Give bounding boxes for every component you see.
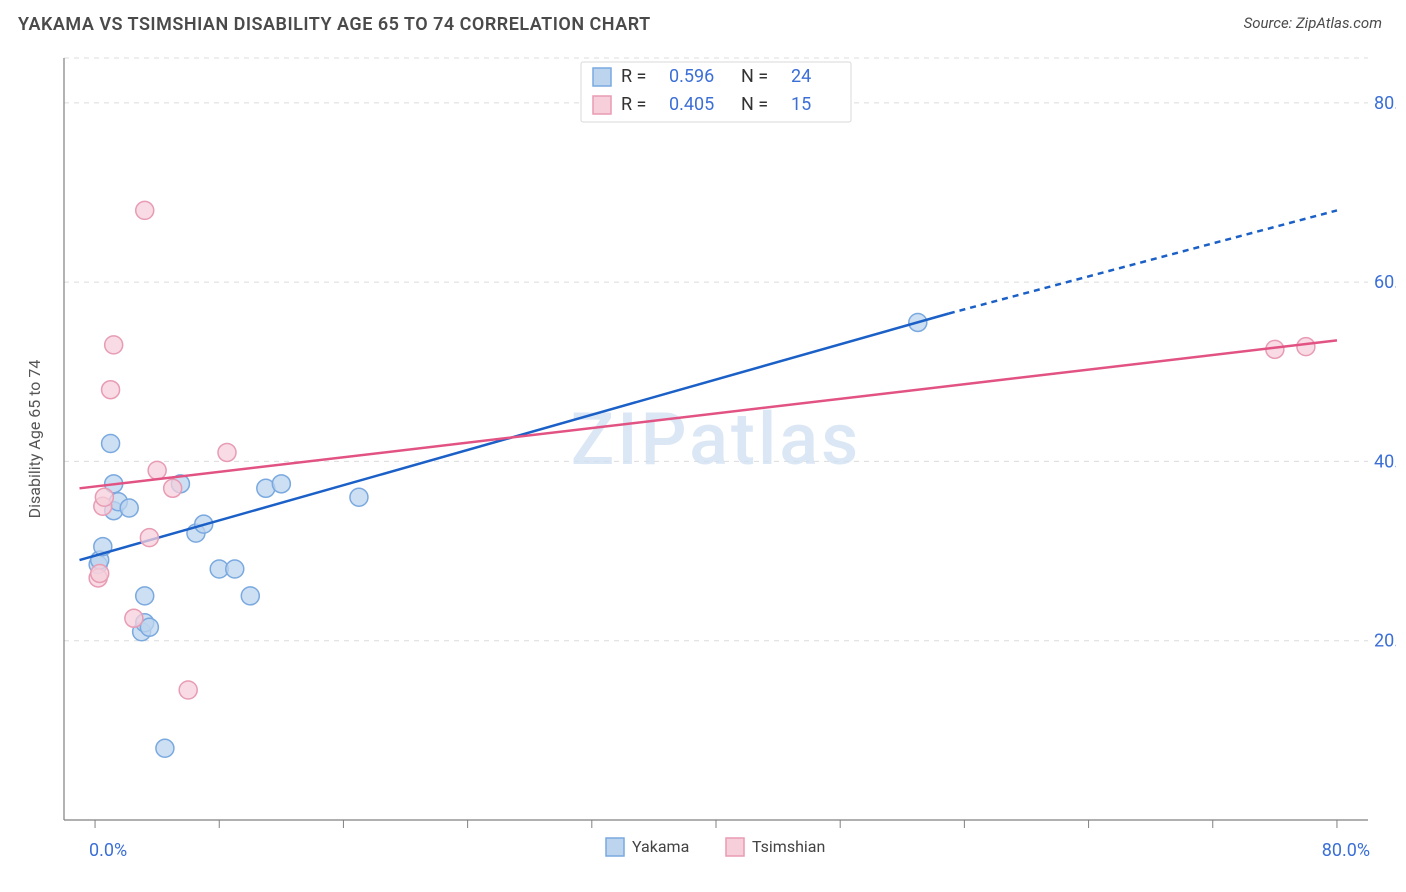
scatter-point	[125, 609, 143, 627]
y-axis-label: Disability Age 65 to 74	[25, 360, 44, 519]
scatter-point	[95, 488, 113, 506]
legend-r-label: R =	[621, 66, 646, 87]
legend-n-label: N =	[741, 94, 768, 115]
scatter-point	[226, 560, 244, 578]
scatter-point	[218, 443, 236, 461]
legend-n-value: 24	[791, 66, 811, 87]
scatter-point	[105, 336, 123, 354]
legend-n-value: 15	[791, 94, 811, 115]
legend-swatch	[593, 68, 611, 86]
scatter-point	[350, 488, 368, 506]
scatter-point	[136, 201, 154, 219]
bottom-legend-swatch	[726, 838, 744, 856]
scatter-point	[1297, 338, 1315, 356]
x-tick-label: 80.0%	[1322, 840, 1370, 861]
regression-line-dash	[949, 210, 1337, 313]
y-tick-label: 60.0%	[1374, 272, 1396, 293]
legend-r-value: 0.405	[669, 94, 714, 115]
legend-n-label: N =	[741, 66, 768, 87]
chart-title: YAKAMA VS TSIMSHIAN DISABILITY AGE 65 TO…	[18, 14, 651, 35]
scatter-point	[241, 587, 259, 605]
bottom-legend-swatch	[606, 838, 624, 856]
chart-area: 20.0% 40.0% 60.0% 80.0% ZIPatlas 0.0% 80.0% Dis…	[18, 50, 1396, 882]
scatter-point	[102, 434, 120, 452]
legend-r-value: 0.596	[669, 66, 714, 87]
scatter-chart: 20.0% 40.0% 60.0% 80.0% ZIPatlas 0.0% 80.0% Dis…	[18, 50, 1396, 882]
source-attribution: Source: ZipAtlas.com	[1244, 14, 1382, 32]
scatter-point	[102, 381, 120, 399]
legend-swatch	[593, 96, 611, 114]
scatter-point	[156, 739, 174, 757]
scatter-point	[179, 681, 197, 699]
legend-r-label: R =	[621, 94, 646, 115]
bottom-legend-label: Tsimshian	[752, 837, 825, 856]
scatter-point	[272, 475, 290, 493]
scatter-point	[120, 499, 138, 517]
y-tick-label: 20.0%	[1374, 631, 1396, 652]
y-tick-label: 40.0%	[1374, 451, 1396, 472]
header: YAKAMA VS TSIMSHIAN DISABILITY AGE 65 TO…	[0, 0, 1406, 35]
scatter-point	[164, 479, 182, 497]
bottom-legend-label: Yakama	[632, 837, 689, 856]
scatter-point	[148, 461, 166, 479]
chart-container: YAKAMA VS TSIMSHIAN DISABILITY AGE 65 TO…	[0, 0, 1406, 892]
y-tick-label: 80.0%	[1374, 93, 1396, 114]
scatter-point	[140, 529, 158, 547]
scatter-point	[91, 564, 109, 582]
scatter-point	[136, 587, 154, 605]
x-tick-label: 0.0%	[89, 840, 127, 861]
watermark: ZIPatlas	[571, 397, 861, 482]
